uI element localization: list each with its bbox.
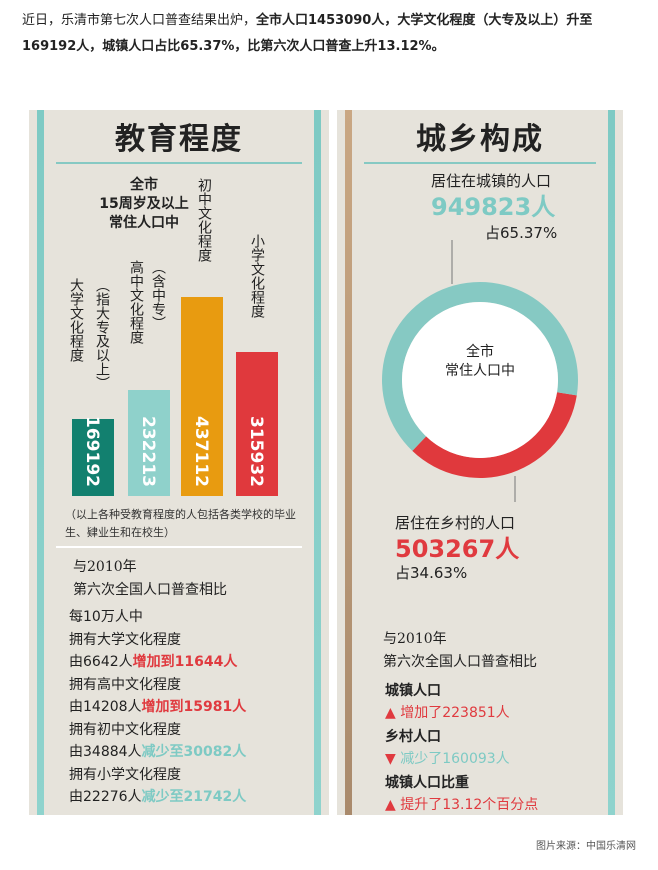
arrow-up-icon: ▲ — [385, 797, 401, 813]
compare-item-label: 城镇人口比重 — [385, 775, 469, 791]
compare-change-text: 提升了13.12个百分点 — [400, 797, 539, 813]
center-line: 全市 — [466, 344, 494, 360]
image-source: 图片来源：中国乐清网 — [536, 841, 636, 852]
label-highschool-sub: （含中专） — [150, 260, 166, 330]
label-primaryschool: 小学文化程度 — [249, 234, 265, 318]
compare-item-change: ▲ 提升了13.12个百分点 — [385, 794, 538, 817]
bar-value-label: 232213 — [138, 416, 158, 487]
subtitle-line: 15周岁及以上 — [99, 196, 189, 212]
bar-2 — [181, 296, 223, 496]
subtitle-line: 全市 — [130, 177, 158, 193]
compare-change: 增加到11644人 — [132, 654, 238, 670]
bar-3 — [236, 352, 278, 496]
compare-change: 减少至30082人 — [141, 744, 247, 760]
urban-rural-panel: 城乡构成 居住在城镇的人口 949823人 占65.37% 全市 常住人口中 居… — [337, 110, 623, 815]
intro-text: 近日，乐清市第七次人口普查结果出炉， — [22, 13, 257, 28]
bar-0 — [72, 418, 114, 496]
education-note: （以上各种受教育程度的人包括各类学校的毕业生、肄业生和在校生） — [65, 508, 296, 539]
right-stripe — [314, 110, 321, 815]
education-subtitle: 全市 15周岁及以上 常住人口中 — [89, 176, 199, 233]
urban-title: 城乡构成 — [416, 122, 544, 157]
intro-paragraph: 近日，乐清市第七次人口普查结果出炉，全市人口1453090人，大学文化程度（大专… — [22, 8, 638, 60]
compare-line: 拥有高中文化程度 — [69, 676, 181, 693]
compare-change-text: 减少了160093人 — [400, 751, 510, 767]
compare-from: 由6642人 — [69, 654, 133, 670]
compare-change: 增加到15981人 — [141, 699, 247, 715]
compare-line: 拥有初中文化程度 — [69, 721, 181, 738]
title-rule — [364, 162, 596, 164]
edu-compare-heading2: 第六次全国人口普查相比 — [73, 582, 227, 598]
compare-from: 由34884人 — [69, 744, 142, 760]
compare-change: 减少至21742人 — [141, 789, 247, 805]
left-stripe — [37, 110, 44, 815]
compare-line: 拥有小学文化程度 — [69, 766, 181, 783]
compare-line: 由22276人减少至21742人 — [69, 786, 246, 809]
label-university: 大学文化程度 — [67, 278, 85, 378]
title-rule — [56, 162, 302, 164]
compare-line: 由34884人减少至30082人 — [69, 741, 246, 764]
urban-slice-name: 居住在城镇的人口 — [431, 172, 552, 190]
education-panel: 教育程度 全市 15周岁及以上 常住人口中 大学文化程度 （指大专及以上） 高中… — [29, 110, 329, 815]
rural-slice-percent: 占34.63% — [395, 564, 468, 582]
compare-item-change: ▼ 减少了160093人 — [385, 748, 510, 771]
urban-slice-percent: 占65.37% — [485, 224, 558, 242]
compare-change-text: 增加了223851人 — [400, 705, 510, 721]
education-title: 教育程度 — [115, 122, 243, 157]
label-part: 文化 — [68, 306, 84, 334]
arrow-down-icon: ▼ — [385, 751, 401, 767]
label-part: 程度 — [68, 334, 84, 362]
label-university-sub: （指大专及以上） — [94, 278, 110, 390]
bar-1 — [128, 390, 170, 496]
urb-compare-heading2: 第六次全国人口普查相比 — [383, 654, 537, 670]
compare-from: 由14208人 — [69, 699, 142, 715]
right-stripe — [608, 110, 615, 815]
left-stripe — [345, 110, 352, 815]
urb-compare-heading1: 与2010年 — [383, 631, 447, 647]
rural-slice-value: 503267人 — [395, 535, 520, 563]
compare-from: 由22276人 — [69, 789, 142, 805]
label-part: 大学 — [68, 278, 84, 306]
urban-rural-donut — [382, 240, 578, 502]
center-line: 常住人口中 — [445, 363, 515, 379]
bar-value-label: 315932 — [246, 416, 266, 487]
compare-item-label: 乡村人口 — [385, 729, 441, 745]
compare-line: 拥有大学文化程度 — [69, 631, 181, 648]
donut-center-label: 全市 常住人口中 — [435, 343, 525, 381]
bar-value-label: 169192 — [82, 416, 102, 487]
rural-slice-name: 居住在乡村的人口 — [395, 514, 516, 532]
label-highschool: 高中文化程度 — [128, 260, 144, 344]
compare-item-label: 城镇人口 — [385, 683, 441, 699]
note-rule — [56, 546, 302, 548]
rural-slice — [412, 392, 577, 478]
subtitle-line: 常住人口中 — [109, 215, 179, 231]
bar-value-label: 437112 — [191, 416, 211, 487]
compare-line: 由14208人增加到15981人 — [69, 696, 246, 719]
compare-line: 每10万人中 — [69, 609, 143, 625]
urban-slice-value: 949823人 — [431, 193, 556, 221]
compare-item-change: ▲ 增加了223851人 — [385, 702, 510, 725]
label-middleschool: 初中文化程度 — [196, 178, 212, 262]
intro-highlight: 全市人口1453090人，大学文化程度（大专及以上）升至169192人，城镇人口… — [22, 13, 593, 54]
donut-hole — [402, 302, 558, 458]
urban-slice — [382, 282, 578, 451]
arrow-up-icon: ▲ — [385, 705, 401, 721]
edu-compare-heading1: 与2010年 — [73, 559, 137, 575]
compare-line: 由6642人增加到11644人 — [69, 651, 237, 674]
